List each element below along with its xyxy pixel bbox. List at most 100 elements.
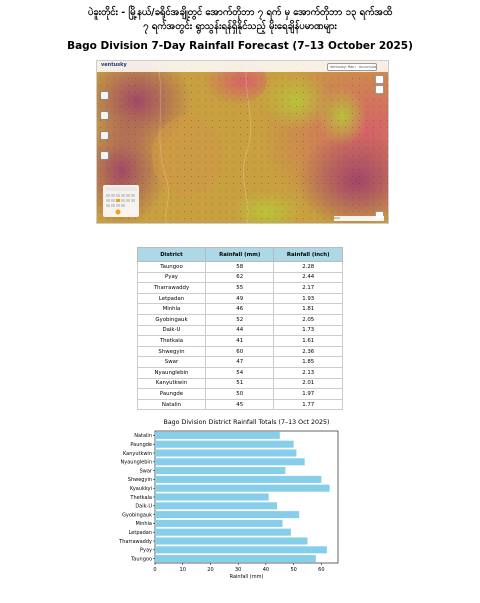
cell-rainfall-inch: 1.85: [273, 356, 343, 368]
cell-rainfall-inch: 2.28: [273, 261, 343, 273]
chart-bar: [155, 449, 297, 457]
x-axis-label: Rainfall (mm): [230, 574, 264, 580]
column-header-district: District: [137, 247, 206, 262]
cell-district: Letpadan: [137, 292, 206, 305]
column-header-rainfall-mm: Rainfall (mm): [204, 247, 275, 262]
y-tick-label: Swar: [140, 468, 153, 474]
chart-bar: [155, 502, 277, 510]
table-row: Natalin 45 1.77: [137, 398, 343, 411]
map-logo: ventusky: [101, 62, 127, 68]
table-row: Tharrawaddy 55 2.17: [137, 282, 343, 294]
cell-district: Kanyutkwin: [137, 377, 206, 390]
table-row: Gyobingauk 52 2.05: [137, 313, 343, 326]
chart-bar: [155, 475, 322, 483]
chart-bar: [155, 528, 291, 536]
y-tick-label: Kanyutkwin: [123, 451, 152, 457]
table-row: Swar 47 1.85: [137, 356, 343, 368]
rainfall-table: District Rainfall (mm) Rainfall (inch) T…: [137, 247, 343, 411]
title-mm-line2: ၇ ရက်အတွင်း ရွာသွန်းရန်ရှိနိုင်သည့် မိုး…: [143, 21, 337, 32]
map-layer-icon[interactable]: [100, 91, 109, 100]
cell-district: Swar: [137, 356, 206, 368]
cell-rainfall-inch: 2.13: [273, 366, 343, 379]
y-tick-label: Taungoo: [130, 556, 152, 562]
table-row: Daik-U 44 1.73: [137, 324, 343, 337]
table-row: Thetkala 41 1.61: [137, 335, 343, 347]
cell-district: Paungde: [137, 388, 206, 400]
cell-rainfall-inch: 1.93: [273, 292, 343, 305]
cell-rainfall-inch: 2.17: [273, 282, 343, 294]
x-tick-label: 20: [207, 567, 213, 573]
table-row: Shwegyin 60 2.36: [137, 345, 343, 358]
cell-rainfall-inch: 2.44: [273, 271, 343, 284]
table-row: Nyaunglebin 54 2.13: [137, 366, 343, 379]
cell-district: Shwegyin: [137, 345, 206, 358]
cell-district: Daik-U: [137, 324, 206, 337]
chart-bar: [155, 440, 294, 448]
x-tick-label: 30: [235, 567, 241, 573]
table-row: Taungoo 58 2.28: [137, 261, 343, 273]
table-row: Pyay 62 2.44: [137, 271, 343, 284]
table-header-row: District Rainfall (mm) Rainfall (inch): [137, 247, 343, 262]
map-toolbar: ventusky Ventusky: Rain · Accumulation ·…: [97, 61, 388, 72]
chart-bar: [155, 519, 283, 527]
chart-bar: [155, 555, 316, 563]
y-tick-label: Paungde: [130, 442, 152, 448]
map-legend: mm: [334, 216, 384, 221]
chart-bar: [155, 546, 327, 554]
y-tick-label: Kyaukkyi: [130, 486, 152, 492]
cell-rainfall-inch: 2.36: [273, 345, 343, 358]
x-tick-label: 10: [180, 567, 186, 573]
y-tick-label: Shwegyin: [128, 477, 152, 483]
cell-rainfall-inch: 1.77: [273, 398, 343, 411]
y-tick-label: Nyaunglebin: [121, 460, 152, 466]
cell-rainfall-inch: 1.97: [273, 388, 343, 400]
map-search-input[interactable]: Ventusky: Rain · Accumulation · Bago: [327, 63, 377, 71]
chart-bar: [155, 467, 286, 475]
cell-rainfall-inch: 1.81: [273, 303, 343, 315]
chart-bar: [155, 484, 330, 492]
chart-bar: [155, 458, 305, 466]
table-row: Kanyutkwin 51 2.01: [137, 377, 343, 390]
table-row: Minhla 46 1.81: [137, 303, 343, 315]
cell-rainfall-inch: 2.01: [273, 377, 343, 390]
y-tick-label: Pyay: [140, 548, 152, 554]
cell-district: Thetkala: [137, 335, 206, 347]
y-tick-label: Gyobingauk: [122, 512, 152, 518]
cell-district: Tharrawaddy: [137, 282, 206, 294]
cell-district: Taungoo: [137, 261, 206, 273]
cell-rainfall-inch: 2.05: [273, 313, 343, 326]
cell-rainfall-inch: 1.73: [273, 324, 343, 337]
cell-rainfall-inch: 1.61: [273, 335, 343, 347]
page-title-myanmar: ပဲခူးတိုင်း - မြို့နယ်/ခရိုင်အချို့တွင် …: [0, 6, 480, 34]
cell-district: Natalin: [137, 398, 206, 411]
map-rain-icon[interactable]: [100, 111, 109, 120]
x-tick-label: 0: [153, 567, 156, 573]
y-tick-label: Thetkala: [129, 495, 152, 501]
table-row: Letpadan 49 1.93: [137, 292, 343, 305]
page-title-english: Bago Division 7-Day Rainfall Forecast (7…: [67, 40, 413, 52]
x-tick-label: 50: [290, 567, 296, 573]
title-mm-line1: ပဲခူးတိုင်း - မြို့နယ်/ခရိုင်အချို့တွင် …: [87, 7, 393, 18]
rainfall-map: ventusky Ventusky: Rain · Accumulation ·…: [96, 60, 389, 224]
y-tick-label: Minhla: [136, 521, 153, 527]
rainfall-map-heatmap: [97, 61, 388, 223]
chart-bar: [155, 537, 308, 545]
zoom-in-icon[interactable]: [375, 75, 384, 84]
chart-title: Bago Division District Rainfall Totals (…: [163, 419, 330, 426]
y-tick-label: Daik-U: [135, 504, 152, 510]
y-tick-label: Tharrawaddy: [118, 539, 152, 545]
map-temperature-icon[interactable]: [100, 151, 109, 160]
cell-district: Gyobingauk: [137, 313, 206, 326]
map-wind-icon[interactable]: [100, 131, 109, 140]
map-date-picker[interactable]: [103, 185, 139, 217]
table-row: Paungde 50 1.97: [137, 388, 343, 400]
column-header-rainfall-inch: Rainfall (inch): [273, 247, 343, 262]
cell-district: Minhla: [137, 303, 206, 315]
zoom-out-icon[interactable]: [375, 85, 384, 94]
cell-district: Pyay: [137, 271, 206, 284]
chart-bar: [155, 431, 280, 439]
y-tick-label: Letpadan: [129, 530, 152, 536]
y-tick-label: Natalin: [134, 433, 152, 439]
chart-bar: [155, 511, 300, 519]
